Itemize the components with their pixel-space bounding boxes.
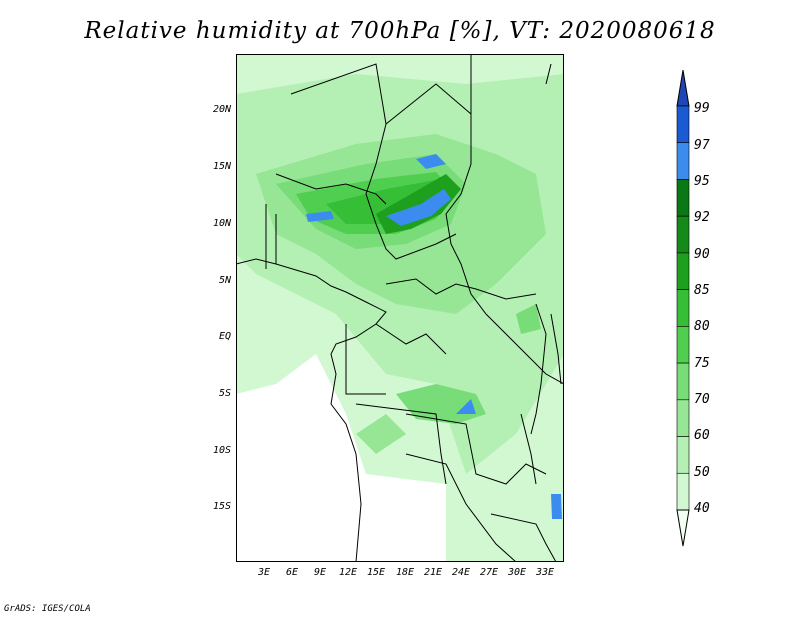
lon-label-3e: 3E xyxy=(257,567,271,578)
colorbar-segment xyxy=(676,289,690,327)
colorbar-segment xyxy=(676,142,690,180)
colorbar-segment xyxy=(676,472,690,511)
colorbar-label-80: 80 xyxy=(694,319,710,334)
lon-label-30e: 30E xyxy=(507,567,527,578)
colorbar-label-90: 90 xyxy=(694,247,710,262)
lat-label-15s: 15S xyxy=(212,501,231,512)
humidity-map xyxy=(236,54,564,562)
lon-label-12e: 12E xyxy=(338,567,358,578)
lon-label-15e: 15E xyxy=(366,567,386,578)
colorbar xyxy=(676,70,690,547)
lon-label-18e: 18E xyxy=(395,567,415,578)
colorbar-label-97: 97 xyxy=(694,138,710,153)
colorbar-label-70: 70 xyxy=(694,392,710,407)
lat-label-10n: 10N xyxy=(212,218,231,229)
map-panel xyxy=(236,54,564,562)
lat-label-10s: 10S xyxy=(212,445,231,456)
lat-label-5s: 5S xyxy=(218,388,231,399)
lat-label-eq: EQ xyxy=(218,331,231,342)
colorbar-segment xyxy=(676,105,690,144)
colorbar-label-85: 85 xyxy=(694,283,710,298)
colorbar-segment xyxy=(676,326,690,364)
grads-credit: GrADS: IGES/COLA xyxy=(4,604,91,614)
colorbar-label-60: 60 xyxy=(694,428,710,443)
colorbar-segment xyxy=(676,509,690,547)
lon-label-24e: 24E xyxy=(451,567,471,578)
map-title: Relative humidity at 700hPa [%], VT: 202… xyxy=(84,18,716,44)
colorbar-segment xyxy=(676,179,690,217)
colorbar-segment xyxy=(676,252,690,290)
colorbar-segment xyxy=(676,362,690,401)
colorbar-label-95: 95 xyxy=(694,174,710,189)
country-borders xyxy=(236,54,564,562)
lon-label-27e: 27E xyxy=(479,567,499,578)
colorbar-label-92: 92 xyxy=(694,210,710,225)
lon-label-33e: 33E xyxy=(535,567,555,578)
lon-label-6e: 6E xyxy=(285,567,299,578)
lat-label-15n: 15N xyxy=(212,161,231,172)
colorbar-label-40: 40 xyxy=(694,501,710,516)
colorbar-segment xyxy=(676,70,690,107)
colorbar-segment xyxy=(676,436,690,474)
colorbar-label-50: 50 xyxy=(694,465,710,480)
colorbar-label-99: 99 xyxy=(694,101,710,116)
lat-label-5n: 5N xyxy=(218,275,231,286)
humidity-contours xyxy=(236,54,564,562)
lat-label-20n: 20N xyxy=(212,104,231,115)
colorbar-segment xyxy=(676,215,690,254)
colorbar-label-75: 75 xyxy=(694,356,710,371)
lon-label-9e: 9E xyxy=(313,567,327,578)
lon-label-21e: 21E xyxy=(423,567,443,578)
colorbar-segment xyxy=(676,399,690,437)
